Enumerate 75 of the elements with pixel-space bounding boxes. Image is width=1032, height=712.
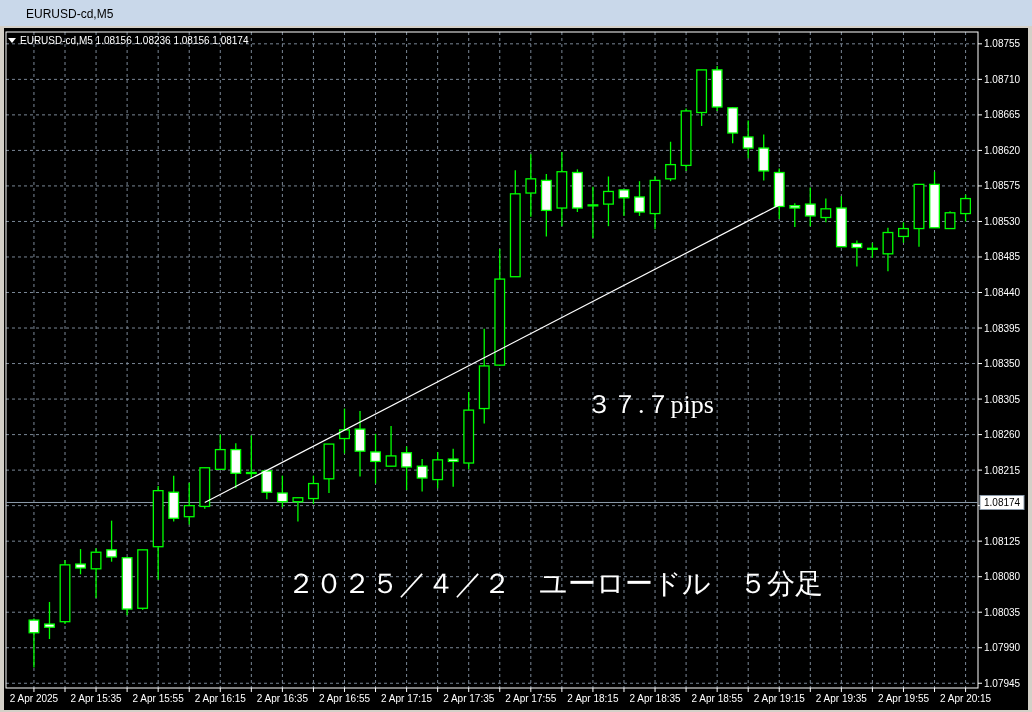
y-tick-label: 1.08260	[984, 429, 1021, 441]
candlestick	[898, 221, 909, 244]
candlestick	[820, 197, 832, 223]
ref-line-label: 1.08174	[984, 497, 1021, 509]
y-tick-label: 1.08215	[984, 464, 1021, 476]
x-tick-label: 2 Apr 17:35	[443, 693, 495, 704]
candlestick	[75, 548, 86, 575]
x-tick-label: 2 Apr 17:15	[381, 693, 433, 704]
candlestick	[416, 458, 428, 493]
candlestick	[90, 547, 102, 599]
y-tick-label: 1.08665	[984, 109, 1021, 121]
candlestick	[28, 617, 40, 669]
candlestick	[960, 193, 972, 223]
x-tick-label: 2 Apr 20:15	[940, 693, 992, 704]
candlestick	[602, 175, 614, 227]
annotation: ２０２５／４／２ ユーロードル ５分足	[287, 568, 823, 599]
candlestick	[401, 445, 413, 491]
y-tick-label: 1.08530	[984, 215, 1021, 227]
candlestick	[432, 451, 444, 489]
candlestick	[665, 141, 677, 182]
candlestick	[106, 520, 118, 563]
y-tick-label: 1.08350	[984, 358, 1021, 370]
x-tick-label: 2 Apr 15:55	[132, 693, 185, 704]
x-tick-label: 2 Apr 2025	[9, 693, 59, 704]
y-tick-label: 1.08755	[984, 38, 1021, 50]
candlestick	[851, 239, 863, 268]
candlestick	[292, 497, 304, 523]
x-tick-label: 2 Apr 18:55	[691, 693, 744, 704]
x-tick-label: 2 Apr 19:55	[877, 693, 930, 704]
candlestick	[354, 410, 366, 478]
x-tick-label: 2 Apr 16:55	[318, 693, 371, 704]
candlestick	[261, 470, 273, 500]
y-tick-label: 1.08035	[984, 606, 1021, 618]
x-tick-label: 2 Apr 17:55	[505, 693, 557, 704]
candlestick	[804, 186, 816, 227]
chart-subtitle: EURUSD-cd,M5 1.08156 1.08236 1.08156 1.08174	[20, 35, 249, 46]
x-tick-label: 2 Apr 16:15	[194, 693, 247, 704]
x-tick-label: 2 Apr 19:35	[815, 693, 868, 704]
y-tick-label: 1.08575	[984, 180, 1021, 192]
y-tick-label: 1.08710	[984, 73, 1021, 85]
annotation: ３７.７pips	[586, 390, 714, 419]
candlestick	[618, 189, 630, 217]
candlestick	[882, 227, 894, 272]
candlestick	[758, 133, 770, 182]
x-tick-label: 2 Apr 15:35	[70, 693, 123, 704]
y-tick-label: 1.07945	[984, 677, 1021, 689]
candlestick	[44, 601, 55, 640]
y-tick-label: 1.08395	[984, 322, 1021, 334]
candlestick	[339, 407, 350, 455]
candlestick	[370, 433, 382, 485]
y-tick-label: 1.07990	[984, 642, 1021, 654]
x-tick-label: 2 Apr 18:15	[567, 693, 619, 704]
y-tick-label: 1.08485	[984, 251, 1021, 263]
y-tick-label: 1.08440	[984, 287, 1021, 299]
candlestick	[447, 448, 459, 488]
chart-title: EURUSD-cd,M5	[26, 7, 114, 21]
candlestick	[230, 442, 242, 489]
x-tick-label: 2 Apr 16:35	[256, 693, 309, 704]
candlestick	[183, 482, 195, 526]
candlestick	[276, 475, 288, 508]
candlestick	[789, 202, 801, 228]
candlestick	[307, 475, 319, 505]
y-tick-label: 1.08125	[984, 535, 1021, 547]
x-tick-label: 2 Apr 19:15	[753, 693, 806, 704]
y-tick-label: 1.08080	[984, 571, 1021, 583]
candlestick	[245, 434, 257, 479]
candlestick	[742, 119, 754, 159]
y-tick-label: 1.08305	[984, 393, 1021, 405]
candlestick	[634, 180, 645, 217]
candlestick	[525, 153, 537, 218]
candlestick	[214, 433, 226, 471]
x-tick-label: 2 Apr 18:35	[629, 693, 682, 704]
candlestick	[385, 425, 397, 467]
y-tick-label: 1.08620	[984, 144, 1021, 156]
candlestick	[587, 186, 599, 239]
